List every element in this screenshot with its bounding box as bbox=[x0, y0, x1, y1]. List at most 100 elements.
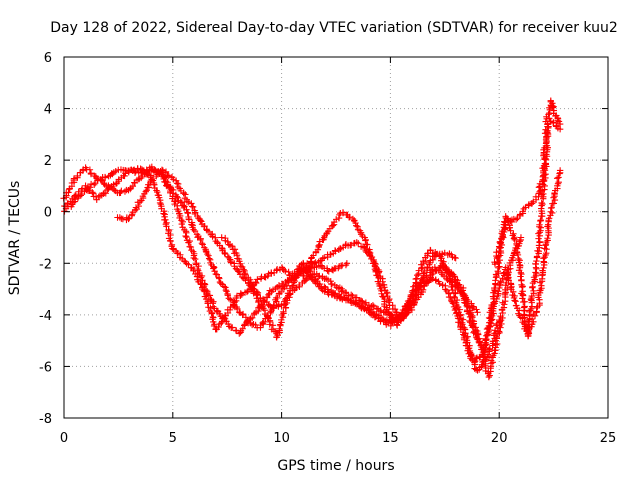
data-point bbox=[268, 270, 275, 277]
data-point bbox=[413, 271, 421, 279]
data-point bbox=[536, 238, 543, 246]
data-point bbox=[251, 286, 258, 294]
data-point bbox=[554, 180, 562, 187]
data-point bbox=[556, 167, 564, 174]
data-point bbox=[89, 189, 96, 196]
data-point bbox=[186, 237, 193, 245]
data-point bbox=[530, 318, 537, 326]
data-point bbox=[206, 292, 214, 299]
data-point bbox=[226, 306, 234, 314]
data-point bbox=[487, 314, 495, 321]
data-point bbox=[412, 275, 419, 283]
data-point bbox=[254, 291, 261, 299]
data-point bbox=[210, 322, 218, 330]
data-point bbox=[366, 246, 373, 253]
data-point bbox=[227, 259, 235, 266]
data-point bbox=[293, 272, 301, 280]
data-point bbox=[324, 267, 331, 274]
data-point bbox=[185, 239, 192, 246]
data-point bbox=[286, 290, 293, 297]
data-point bbox=[381, 284, 388, 291]
data-point bbox=[164, 171, 171, 179]
data-point bbox=[425, 277, 433, 284]
data-point bbox=[542, 118, 549, 125]
data-point bbox=[102, 190, 109, 197]
data-point bbox=[89, 190, 97, 197]
data-point bbox=[325, 268, 332, 275]
data-point bbox=[541, 245, 548, 252]
data-point bbox=[183, 206, 190, 213]
data-point bbox=[369, 302, 377, 309]
data-point bbox=[496, 318, 504, 325]
data-point bbox=[229, 324, 236, 331]
data-point bbox=[499, 309, 506, 317]
data-point bbox=[285, 277, 293, 285]
data-point bbox=[366, 309, 373, 317]
data-point bbox=[436, 280, 443, 288]
data-point bbox=[474, 309, 481, 316]
data-point bbox=[452, 290, 459, 297]
data-point bbox=[495, 243, 503, 250]
data-point bbox=[451, 276, 459, 283]
data-point bbox=[530, 287, 537, 295]
data-point bbox=[265, 291, 272, 298]
data-point bbox=[490, 301, 497, 308]
data-point bbox=[165, 172, 172, 180]
y-tick-label: 6 bbox=[44, 51, 52, 66]
data-point bbox=[328, 281, 336, 288]
data-point bbox=[510, 230, 517, 238]
data-point bbox=[156, 199, 164, 207]
data-point bbox=[538, 282, 545, 289]
data-point bbox=[227, 257, 234, 265]
data-point bbox=[237, 290, 244, 297]
data-point bbox=[535, 242, 543, 249]
data-point bbox=[190, 254, 197, 262]
data-point bbox=[362, 237, 369, 244]
data-point bbox=[472, 355, 480, 362]
data-point bbox=[315, 242, 322, 250]
data-point bbox=[288, 283, 296, 291]
data-point bbox=[239, 325, 246, 332]
data-point bbox=[215, 323, 222, 331]
data-point bbox=[329, 222, 337, 229]
plot-frame bbox=[63, 56, 609, 419]
data-point bbox=[370, 258, 378, 266]
data-point bbox=[439, 281, 446, 289]
data-point bbox=[352, 300, 359, 307]
data-point bbox=[216, 275, 223, 282]
data-point bbox=[197, 274, 205, 281]
data-point bbox=[87, 170, 95, 178]
data-point bbox=[527, 296, 535, 303]
data-point bbox=[467, 351, 475, 359]
data-point bbox=[550, 200, 558, 207]
data-point bbox=[136, 198, 144, 206]
data-point bbox=[295, 281, 303, 289]
y-tick-label: 0 bbox=[44, 206, 52, 221]
x-axis-label: GPS time / hours bbox=[277, 458, 394, 474]
data-point bbox=[466, 317, 473, 325]
data-point bbox=[338, 288, 345, 295]
data-point bbox=[346, 213, 353, 221]
data-point bbox=[540, 167, 547, 175]
data-point bbox=[372, 313, 380, 321]
data-point bbox=[390, 316, 397, 323]
data-point bbox=[154, 188, 161, 196]
data-point bbox=[343, 260, 351, 267]
data-point bbox=[540, 255, 547, 262]
data-point bbox=[409, 287, 416, 294]
data-point bbox=[298, 265, 305, 272]
data-point bbox=[447, 278, 455, 285]
data-point bbox=[492, 277, 499, 284]
data-point bbox=[373, 305, 381, 312]
data-point bbox=[461, 299, 468, 306]
data-point bbox=[178, 199, 186, 206]
data-point bbox=[391, 305, 399, 313]
data-point bbox=[282, 268, 289, 275]
data-point bbox=[285, 268, 292, 276]
data-point bbox=[95, 193, 102, 200]
data-point bbox=[554, 117, 561, 124]
data-point bbox=[500, 270, 507, 277]
data-point bbox=[358, 297, 365, 305]
data-points bbox=[60, 97, 564, 381]
data-point bbox=[540, 264, 547, 272]
